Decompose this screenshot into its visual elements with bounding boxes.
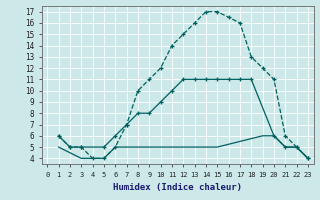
X-axis label: Humidex (Indice chaleur): Humidex (Indice chaleur) [113, 183, 242, 192]
